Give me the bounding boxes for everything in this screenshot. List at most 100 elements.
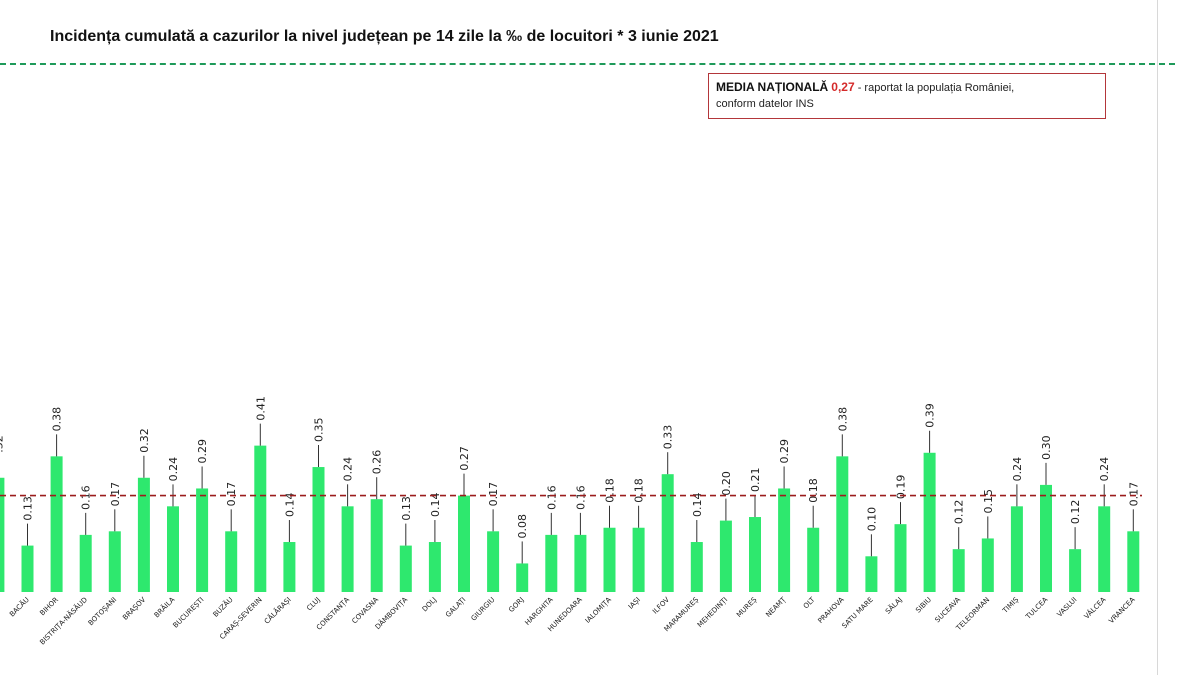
data-label: 0.20 — [720, 471, 733, 496]
category-label: BISTRIȚA-NĂSĂUD — [38, 595, 90, 647]
category-label: ILFOV — [651, 596, 671, 616]
category-label: IAȘI — [627, 596, 642, 611]
bar — [312, 467, 325, 592]
data-label: 0.17 — [487, 482, 500, 506]
bar — [719, 520, 732, 592]
bar — [749, 517, 761, 592]
bar — [283, 542, 296, 592]
data-label: 0.16 — [80, 485, 93, 510]
category-label: BRĂILA — [152, 595, 176, 619]
data-label: 0.24 — [342, 457, 355, 482]
category-label: BRAȘOV — [121, 596, 147, 622]
national-average-note: MEDIA NAȚIONALĂ 0,27 - raportat la popul… — [708, 73, 1106, 119]
right-edge-border — [1157, 0, 1158, 675]
data-label: 0.38 — [836, 407, 849, 432]
bar — [0, 477, 5, 592]
category-label: GIURGIU — [470, 596, 497, 623]
data-label: 0.27 — [458, 446, 471, 471]
bar — [807, 527, 820, 592]
data-label: 0.14 — [283, 493, 296, 518]
data-label: 0.33 — [662, 425, 675, 450]
bar — [167, 506, 179, 592]
bar — [952, 549, 965, 592]
category-label: BUZĂU — [211, 595, 235, 619]
category-label: TIMIȘ — [1001, 595, 1021, 615]
national-average-label: MEDIA NAȚIONALĂ — [716, 80, 829, 94]
data-label: 0.13 — [400, 496, 413, 521]
bar — [894, 524, 907, 592]
data-label: 0.08 — [516, 514, 529, 539]
category-label: BOTOȘANI — [87, 596, 118, 627]
category-label: CLUJ — [305, 596, 322, 613]
data-label: 0.18 — [604, 478, 617, 503]
category-label: TULCEA — [1024, 596, 1050, 622]
bar — [1098, 506, 1111, 592]
category-label: BACĂU — [7, 595, 31, 619]
data-label: 0.12 — [1069, 500, 1082, 525]
category-label: BIHOR — [38, 596, 60, 618]
category-label: PRAHOVA — [816, 596, 845, 625]
bar — [923, 452, 936, 592]
bar — [690, 542, 703, 592]
category-label: COVASNA — [351, 596, 381, 626]
category-label: OLT — [802, 595, 817, 610]
data-label: 0.21 — [749, 468, 762, 493]
bar — [254, 445, 267, 592]
category-label: IALOMIȚA — [584, 596, 614, 626]
bar-chart: .32 0.13 BACĂU 0.38 BIHOR 0.16 BISTRIȚA-NĂSĂUD… — [0, 396, 1142, 647]
category-label: VRANCEA — [1107, 596, 1136, 625]
national-average-source: conform datelor INS — [716, 98, 814, 110]
bar — [399, 545, 412, 592]
bar — [341, 506, 354, 592]
data-label: 0.14 — [429, 493, 442, 518]
data-label: 0.19 — [895, 475, 908, 500]
bar — [865, 556, 878, 592]
data-label: 0.15 — [982, 489, 995, 514]
bar — [1040, 484, 1052, 592]
bar — [50, 456, 63, 592]
bar — [778, 488, 791, 592]
data-label: 0.24 — [1098, 457, 1111, 482]
category-label: NEAMȚ — [764, 595, 788, 619]
bar — [1127, 531, 1140, 592]
bar — [603, 527, 616, 592]
category-label: CĂLĂRAȘI — [262, 595, 293, 626]
data-label: 0.32 — [138, 428, 151, 453]
bar — [137, 477, 150, 592]
bar — [108, 531, 121, 592]
bar — [661, 474, 674, 592]
bar — [545, 534, 558, 592]
category-label: VÂLCEA — [1082, 595, 1108, 621]
data-label: 0.30 — [1040, 435, 1053, 460]
bar — [428, 542, 441, 592]
chart-title: Incidența cumulată a cazurilor la nivel … — [50, 28, 719, 45]
category-label: GALAȚI — [444, 596, 468, 620]
category-label: SIBIU — [914, 596, 933, 615]
data-label: 0.14 — [691, 493, 704, 518]
data-label: 0.16 — [574, 485, 587, 510]
bar — [196, 488, 209, 592]
category-label: SĂLAJ — [883, 595, 904, 616]
data-label: 0.39 — [924, 403, 937, 428]
data-label: 0.16 — [545, 485, 558, 510]
bar — [632, 527, 645, 592]
data-label: 0.41 — [254, 396, 267, 421]
data-label: 0.26 — [371, 450, 384, 475]
national-average-value: 0,27 — [831, 80, 855, 94]
data-label: 0.24 — [1011, 457, 1024, 482]
data-label: 0.17 — [1127, 482, 1140, 507]
bar — [1069, 549, 1082, 592]
bar — [981, 538, 994, 592]
category-label: MEHEDINȚI — [696, 596, 730, 630]
data-label: .32 — [0, 435, 5, 453]
bar — [21, 545, 34, 592]
bar — [225, 531, 238, 592]
category-label: BUCUREȘTI — [172, 596, 206, 630]
data-label: 0.29 — [778, 439, 791, 464]
data-label: 0.18 — [807, 478, 820, 503]
bar — [79, 534, 92, 592]
data-label: 0.38 — [51, 407, 64, 432]
bar — [458, 495, 470, 592]
category-label: MUREȘ — [735, 595, 759, 619]
data-label: 0.17 — [225, 482, 238, 507]
